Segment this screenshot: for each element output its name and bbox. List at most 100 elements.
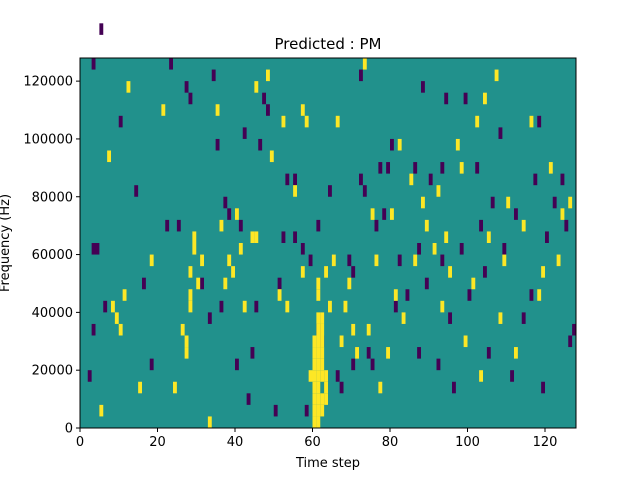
heatmap-cell-high <box>560 208 565 220</box>
heatmap-cell-high <box>556 254 561 267</box>
heatmap-cell-low <box>541 381 546 394</box>
heatmap-cell-high <box>320 323 325 336</box>
heatmap-cell-low <box>362 185 367 197</box>
heatmap-cell-high <box>138 381 143 394</box>
heatmap-cell-high <box>436 185 441 197</box>
heatmap-cell-high <box>320 347 325 359</box>
heatmap-cell-high <box>316 347 321 359</box>
heatmap-cell-low <box>510 370 515 382</box>
heatmap-cell-high <box>397 138 402 151</box>
heatmap-cell-low <box>417 243 422 255</box>
heatmap-cell-high <box>254 81 259 93</box>
heatmap-cell-high <box>207 416 212 428</box>
x-axis: 0 20 40 60 80 100 120 <box>76 428 558 450</box>
heatmap-cell-low <box>483 266 487 278</box>
heatmap-cell-low <box>165 219 170 232</box>
heatmap-cell-high <box>521 219 526 232</box>
heatmap-cell-high <box>188 266 193 278</box>
heatmap-cell-low <box>273 404 278 417</box>
heatmap-cell-high <box>386 347 391 359</box>
heatmap-cell-low <box>134 185 139 197</box>
heatmap-cell-low <box>448 312 453 324</box>
heatmap-cell-high <box>568 196 573 209</box>
heatmap-cell-high <box>118 323 123 336</box>
heatmap-cell-high <box>126 81 131 93</box>
heatmap-cell-high <box>266 69 270 82</box>
heatmap-cell-high <box>316 370 321 382</box>
heatmap-cell-high <box>184 335 189 348</box>
heatmap-cell-high <box>238 243 243 255</box>
heatmap-cell-low <box>258 138 263 151</box>
heatmap-cell-high <box>514 347 518 359</box>
heatmap-cell-high <box>343 300 348 313</box>
x-tick-label: 100 <box>455 435 480 450</box>
heatmap-cell-high <box>459 162 464 174</box>
heatmap-cell-high <box>409 173 414 186</box>
heatmap-cell-low <box>568 335 573 348</box>
heatmap-cell-low <box>413 162 418 174</box>
heatmap-cell-low <box>285 173 290 186</box>
y-tick-label: 40000 <box>32 306 73 321</box>
heatmap-cell-high <box>401 312 406 324</box>
heatmap-cell-high <box>548 162 553 174</box>
x-tick-label: 0 <box>76 435 84 450</box>
y-axis: 0 20000 40000 60000 80000 100000 120000 <box>23 75 80 437</box>
heatmap-cell-high <box>161 104 166 116</box>
heatmap-cell-low <box>537 115 542 128</box>
heatmap-cell-low <box>91 243 96 255</box>
heatmap-cell-high <box>320 404 325 417</box>
heatmap-cell-high <box>444 231 449 243</box>
x-axis-label: Time step <box>295 456 360 471</box>
heatmap-cell-high <box>339 335 344 348</box>
y-tick-label: 100000 <box>23 132 73 147</box>
heatmap-cell-high <box>328 300 332 313</box>
heatmap-cell-high <box>293 185 298 197</box>
heatmap-cell-low <box>99 23 104 35</box>
y-tick-label: 60000 <box>32 248 73 263</box>
heatmap-cell-high <box>312 370 317 382</box>
y-axis-label: Frequency (Hz) <box>0 194 13 292</box>
heatmap-cell-low <box>95 243 100 255</box>
x-tick-label: 120 <box>533 435 558 450</box>
heatmap-cell-high <box>231 266 236 278</box>
heatmap-cell-high <box>192 231 197 243</box>
heatmap-cell-high <box>390 208 394 220</box>
heatmap-cell-low <box>475 162 480 174</box>
plot-frame <box>79 57 577 429</box>
heatmap-cell-low <box>223 196 228 209</box>
heatmap-cell-high <box>370 208 375 220</box>
heatmap-cell-high <box>219 219 224 232</box>
heatmap-cell-high <box>223 277 228 290</box>
heatmap-background <box>80 58 576 428</box>
heatmap-cell-high <box>316 416 321 428</box>
heatmap-cell-low <box>347 254 352 267</box>
heatmap-cell-low <box>200 277 205 290</box>
heatmap-cell-high <box>316 323 321 336</box>
heatmap-cell-low <box>370 358 375 371</box>
heatmap-cell-low <box>351 358 356 371</box>
x-tick-label: 40 <box>227 435 244 450</box>
heatmap-cell-low <box>293 173 298 186</box>
heatmap-cell-high <box>312 393 317 405</box>
heatmap-cell-low <box>266 104 270 116</box>
heatmap-cell-high <box>184 347 189 359</box>
heatmap-cell-low <box>564 219 569 232</box>
heatmap-cell-high <box>486 231 491 243</box>
heatmap-cell-high <box>312 416 317 428</box>
heatmap-cell-high <box>316 358 321 371</box>
heatmap-cell-low <box>281 231 286 243</box>
heatmap-cell-low <box>545 231 549 243</box>
heatmap-cell-low <box>397 254 402 267</box>
heatmap-cell-low <box>459 243 464 255</box>
heatmap-cell-low <box>219 300 224 313</box>
heatmap-cell-low <box>463 92 468 105</box>
heatmap-cell-high <box>316 312 321 324</box>
heatmap-cell-high <box>99 404 104 417</box>
heatmap-cell-high <box>347 277 352 290</box>
y-tick-label: 80000 <box>32 190 73 205</box>
heatmap-cell-low <box>215 138 220 151</box>
heatmap-cell-low <box>490 196 495 209</box>
heatmap-cell-low <box>335 370 340 382</box>
heatmap-cell-low <box>374 219 379 232</box>
heatmap-cell-high <box>316 404 321 417</box>
